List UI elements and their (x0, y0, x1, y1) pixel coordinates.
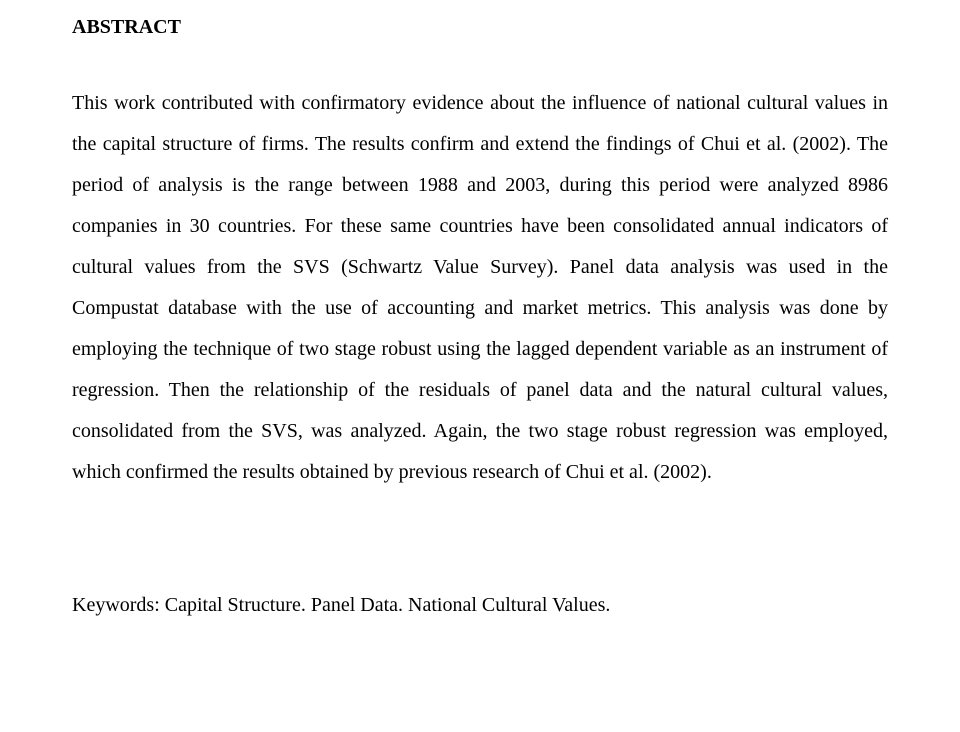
keywords-line: Keywords: Capital Structure. Panel Data.… (72, 589, 888, 621)
abstract-heading: ABSTRACT (72, 16, 888, 39)
abstract-body: This work contributed with confirmatory … (72, 83, 888, 493)
document-page: ABSTRACT This work contributed with conf… (0, 0, 960, 621)
